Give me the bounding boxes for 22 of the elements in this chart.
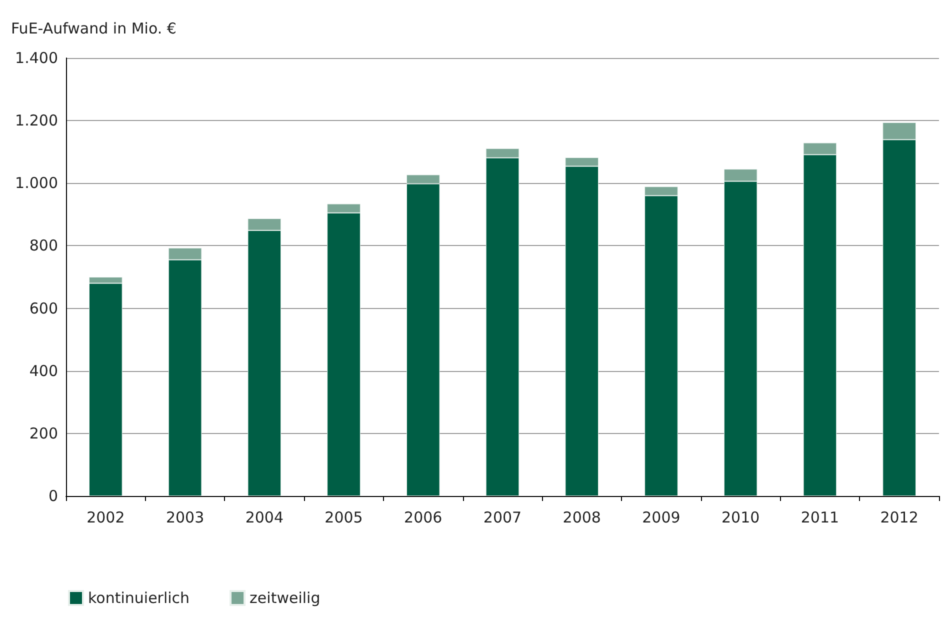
y-tick-label: 400 xyxy=(29,362,58,380)
legend-label: kontinuierlich xyxy=(88,589,190,607)
x-tick-label: 2005 xyxy=(324,508,363,526)
x-tick-label: 2007 xyxy=(483,508,522,526)
y-tick-label: 0 xyxy=(48,487,58,505)
x-tick-label: 2012 xyxy=(880,508,918,526)
x-tick-label: 2002 xyxy=(86,508,125,526)
x-tick-label: 2003 xyxy=(166,508,204,526)
x-tick-label: 2009 xyxy=(642,508,680,526)
y-axis-title: FuE-Aufwand in Mio. € xyxy=(11,20,176,38)
x-tick-label: 2011 xyxy=(800,508,840,526)
x-tick-label: 2006 xyxy=(404,508,442,526)
y-tick-label: 1.000 xyxy=(15,174,58,192)
y-tick-label: 1.200 xyxy=(15,112,58,130)
x-tick-label: 2004 xyxy=(245,508,284,526)
x-tick-label: 2008 xyxy=(562,508,601,526)
y-tick-label: 1.400 xyxy=(15,49,58,67)
y-tick-label: 800 xyxy=(29,236,58,255)
x-tick-label: 2010 xyxy=(721,508,760,526)
y-tick-label: 600 xyxy=(29,299,58,318)
y-tick-label: 200 xyxy=(29,424,58,442)
legend-label: zeitweilig xyxy=(250,589,320,607)
